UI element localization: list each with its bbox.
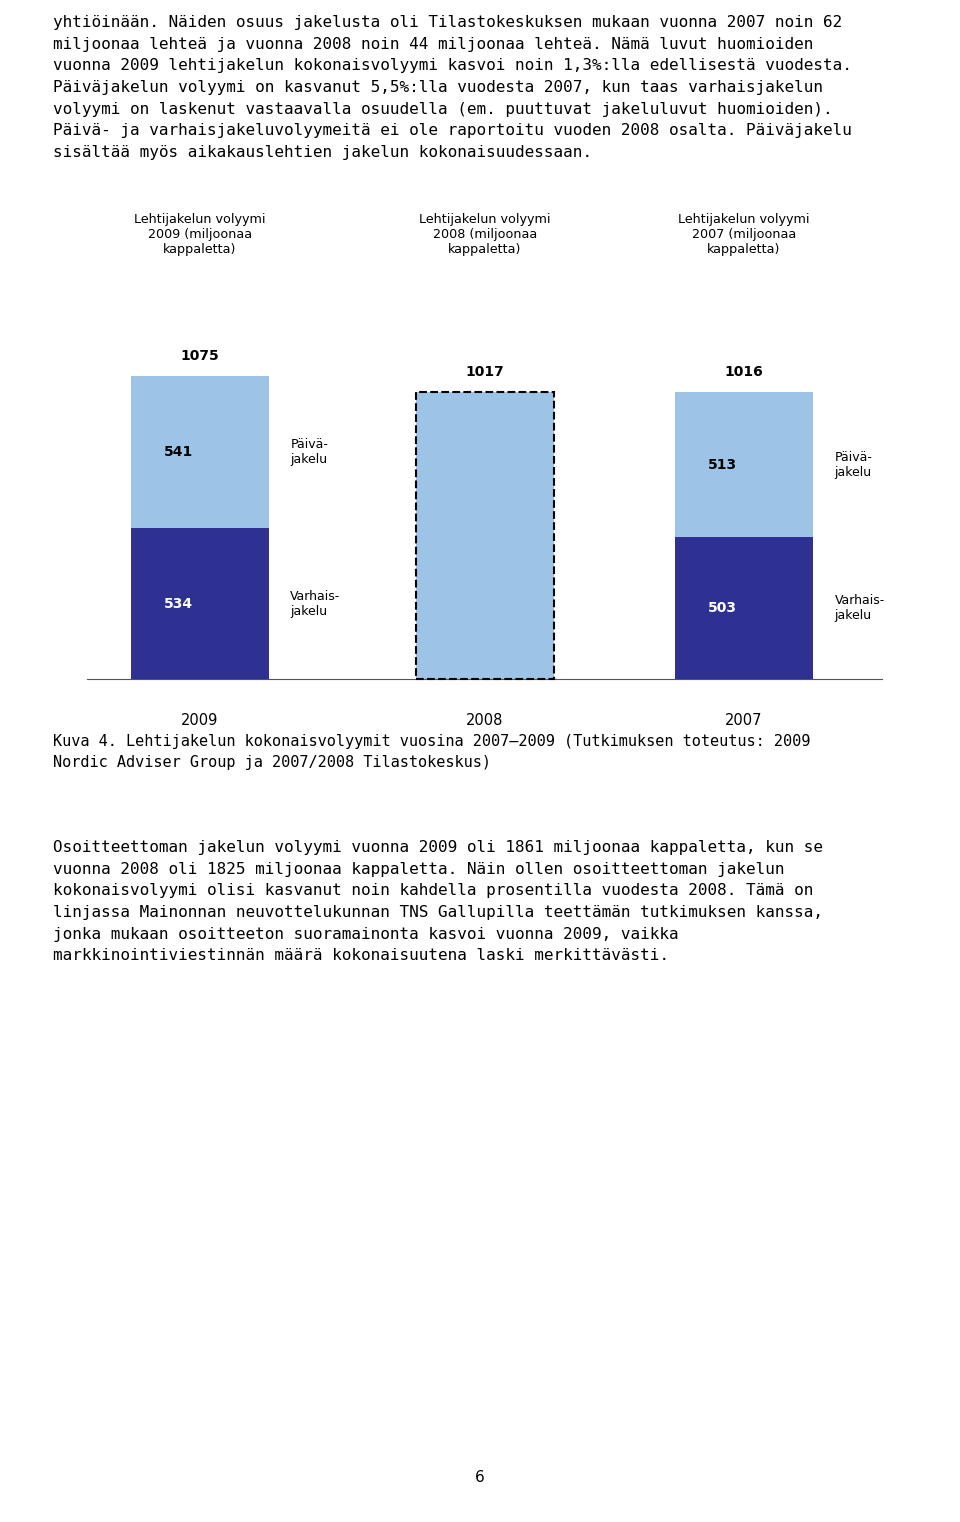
Text: Kuva 4. Lehtijakelun kokonaisvolyymit vuosina 2007–2009 (Tutkimuksen toteutus: 2: Kuva 4. Lehtijakelun kokonaisvolyymit vu… [53,734,810,770]
Text: Lehtijakelun volyymi
2007 (miljoonaa
kappaletta): Lehtijakelun volyymi 2007 (miljoonaa kap… [679,213,809,256]
Text: 2008: 2008 [467,712,503,728]
Bar [416,393,554,679]
Text: 503: 503 [708,601,737,615]
Text: 2007: 2007 [725,712,763,728]
Text: 541: 541 [163,444,193,460]
Text: 1016: 1016 [725,365,763,379]
Text: 6: 6 [475,1470,485,1485]
Text: 534: 534 [163,597,193,610]
Bar [131,528,269,679]
Bar [675,393,813,537]
Bar [131,376,269,528]
Text: Lehtijakelun volyymi
2008 (miljoonaa
kappaletta): Lehtijakelun volyymi 2008 (miljoonaa kap… [420,213,550,256]
Text: Osoitteettoman jakelun volyymi vuonna 2009 oli 1861 miljoonaa kappaletta, kun se: Osoitteettoman jakelun volyymi vuonna 20… [53,840,823,963]
Text: Lehtijakelun volyymi
2009 (miljoonaa
kappaletta): Lehtijakelun volyymi 2009 (miljoonaa kap… [134,213,265,256]
Text: 2009: 2009 [181,712,218,728]
Text: Varhais-
jakelu: Varhais- jakelu [835,594,885,622]
Text: 513: 513 [708,458,737,472]
Text: Päivä-
jakelu: Päivä- jakelu [835,451,873,479]
Text: Päivä-
jakelu: Päivä- jakelu [291,438,328,466]
Text: 1017: 1017 [466,365,504,379]
Text: 1075: 1075 [180,349,219,362]
Bar [675,537,813,679]
Text: yhtiöinään. Näiden osuus jakelusta oli Tilastokeskuksen mukaan vuonna 2007 noin : yhtiöinään. Näiden osuus jakelusta oli T… [53,15,852,160]
Text: Varhais-
jakelu: Varhais- jakelu [291,589,341,618]
